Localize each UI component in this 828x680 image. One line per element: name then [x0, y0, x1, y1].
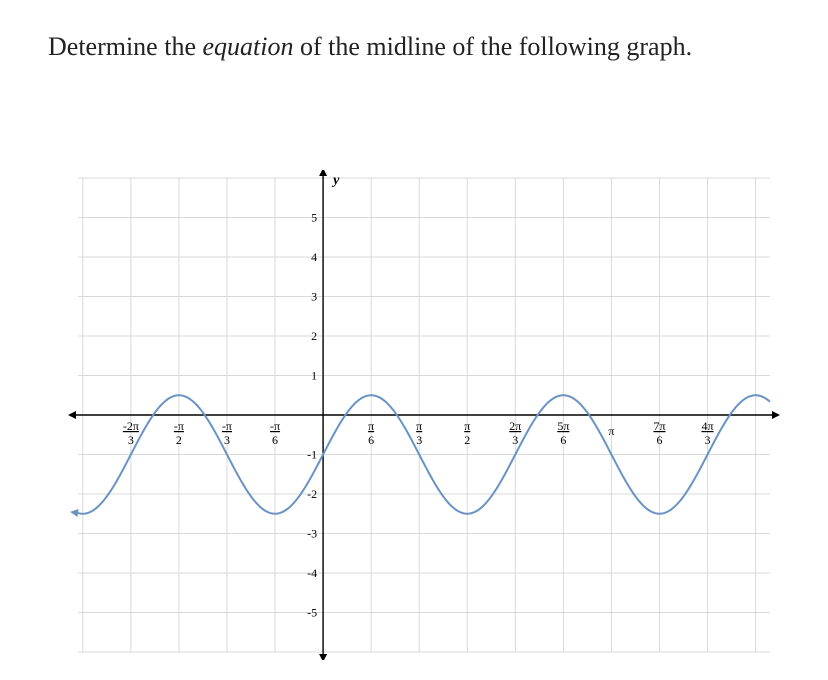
svg-text:-π: -π: [270, 419, 280, 433]
svg-text:-3: -3: [307, 527, 317, 541]
svg-text:3: 3: [705, 433, 711, 447]
svg-text:-4: -4: [307, 566, 317, 580]
svg-text:6: 6: [656, 433, 662, 447]
svg-text:π: π: [368, 419, 374, 433]
svg-text:2π: 2π: [509, 419, 521, 433]
question-pre: Determine the: [48, 32, 203, 61]
svg-text:2: 2: [176, 433, 182, 447]
svg-text:3: 3: [311, 290, 317, 304]
svg-text:7π: 7π: [653, 419, 665, 433]
svg-text:3: 3: [416, 433, 422, 447]
sine-chart: yx-5-4-3-2-112345-2π3-π2-π3-π6π6π3π22π35…: [48, 170, 780, 660]
svg-text:-π: -π: [222, 419, 232, 433]
question-text: Determine the equation of the midline of…: [48, 28, 780, 66]
svg-text:2: 2: [311, 329, 317, 343]
svg-text:-1: -1: [307, 448, 317, 462]
svg-text:5: 5: [311, 211, 317, 225]
question-post: of the midline of the following graph.: [294, 32, 693, 61]
svg-text:y: y: [331, 173, 340, 188]
svg-text:2: 2: [464, 433, 470, 447]
svg-text:π: π: [608, 424, 614, 438]
svg-text:-2: -2: [307, 487, 317, 501]
svg-text:4: 4: [311, 250, 317, 264]
svg-text:π: π: [416, 419, 422, 433]
svg-text:3: 3: [224, 433, 230, 447]
svg-text:6: 6: [560, 433, 566, 447]
svg-text:6: 6: [368, 433, 374, 447]
svg-text:3: 3: [128, 433, 134, 447]
svg-text:-π: -π: [174, 419, 184, 433]
chart-container: yx-5-4-3-2-112345-2π3-π2-π3-π6π6π3π22π35…: [48, 170, 780, 670]
svg-text:3: 3: [512, 433, 518, 447]
svg-text:1: 1: [311, 369, 317, 383]
svg-text:4π: 4π: [701, 419, 713, 433]
page: Determine the equation of the midline of…: [0, 0, 828, 680]
svg-text:π: π: [464, 419, 470, 433]
svg-text:5π: 5π: [557, 419, 569, 433]
svg-text:6: 6: [272, 433, 278, 447]
question-italic: equation: [203, 32, 294, 61]
svg-text:-2π: -2π: [123, 419, 139, 433]
svg-text:-5: -5: [307, 606, 317, 620]
